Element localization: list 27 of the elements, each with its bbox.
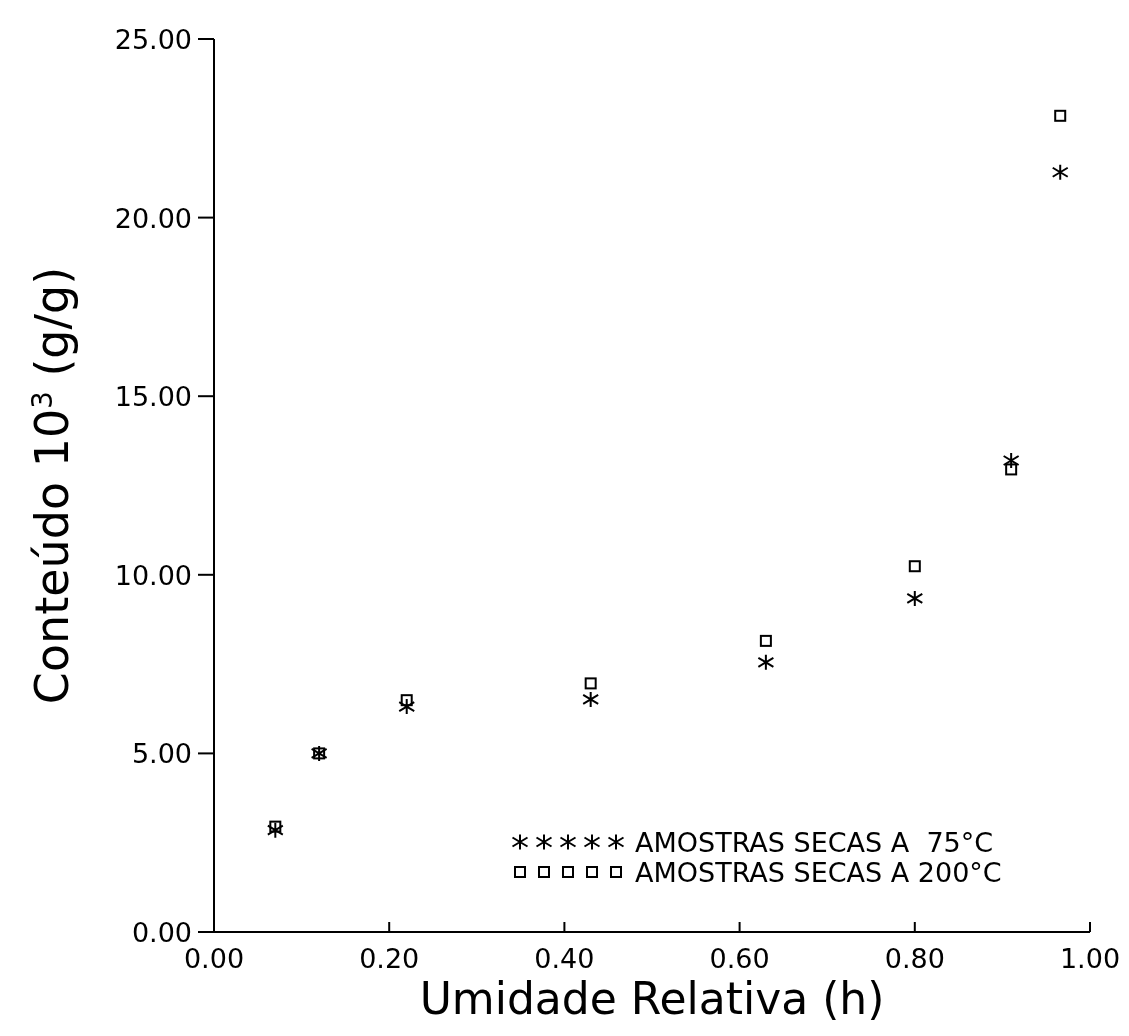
x-tick-label: 0.60	[709, 943, 770, 974]
y-tick-label: 5.00	[131, 738, 192, 770]
y-tick-label: 10.00	[114, 559, 192, 591]
point	[584, 677, 597, 690]
point	[757, 653, 775, 671]
point	[398, 698, 416, 716]
legend-label: AMOSTRAS SECAS A 200°C	[635, 857, 1002, 888]
point	[1005, 463, 1018, 476]
point	[1051, 163, 1069, 181]
point	[908, 560, 921, 573]
point	[266, 821, 284, 839]
x-tick-label: 0.80	[884, 943, 945, 974]
point	[400, 694, 413, 707]
point	[1002, 452, 1020, 469]
y-tick-label: 15.00	[114, 381, 192, 413]
point	[269, 820, 282, 833]
y-tick-label: 25.00	[114, 24, 192, 55]
x-axis-title: Umidade Relativa (h)	[419, 973, 885, 1024]
x-tick-label: 1.00	[1059, 943, 1121, 974]
x-tick-label: 0.20	[359, 943, 420, 974]
point	[1054, 109, 1067, 122]
legend-label: AMOSTRAS SECAS A 75°C	[635, 827, 994, 858]
x-tick-label: 0.40	[534, 943, 595, 974]
point	[759, 634, 772, 647]
point	[906, 589, 924, 607]
point	[582, 690, 600, 708]
y-tick-label: 20.00	[114, 202, 192, 234]
